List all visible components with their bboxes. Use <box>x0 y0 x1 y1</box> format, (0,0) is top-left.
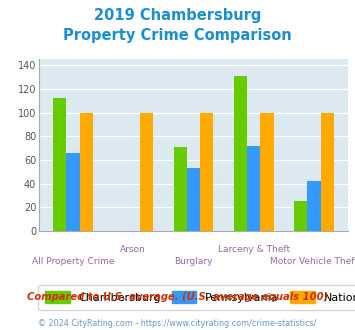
Text: All Property Crime: All Property Crime <box>32 257 114 266</box>
Bar <box>80 113 93 231</box>
Text: Burglary: Burglary <box>174 257 213 266</box>
Bar <box>174 147 187 231</box>
Text: Arson: Arson <box>120 245 146 254</box>
Text: Larceny & Theft: Larceny & Theft <box>218 245 290 254</box>
Text: © 2024 CityRating.com - https://www.cityrating.com/crime-statistics/: © 2024 CityRating.com - https://www.city… <box>38 319 317 328</box>
Text: Property Crime Comparison: Property Crime Comparison <box>63 28 292 43</box>
Legend: Chambersburg, Pennsylvania, National: Chambersburg, Pennsylvania, National <box>38 284 355 310</box>
Bar <box>140 113 153 231</box>
Bar <box>260 113 274 231</box>
Bar <box>321 113 334 231</box>
Bar <box>294 201 307 231</box>
Bar <box>187 168 200 231</box>
Bar <box>247 146 260 231</box>
Bar <box>53 98 66 231</box>
Bar <box>307 181 321 231</box>
Bar <box>200 113 213 231</box>
Text: 2019 Chambersburg: 2019 Chambersburg <box>94 8 261 23</box>
Text: Motor Vehicle Theft: Motor Vehicle Theft <box>270 257 355 266</box>
Bar <box>234 76 247 231</box>
Text: Compared to U.S. average. (U.S. average equals 100): Compared to U.S. average. (U.S. average … <box>27 292 328 302</box>
Bar <box>66 153 80 231</box>
